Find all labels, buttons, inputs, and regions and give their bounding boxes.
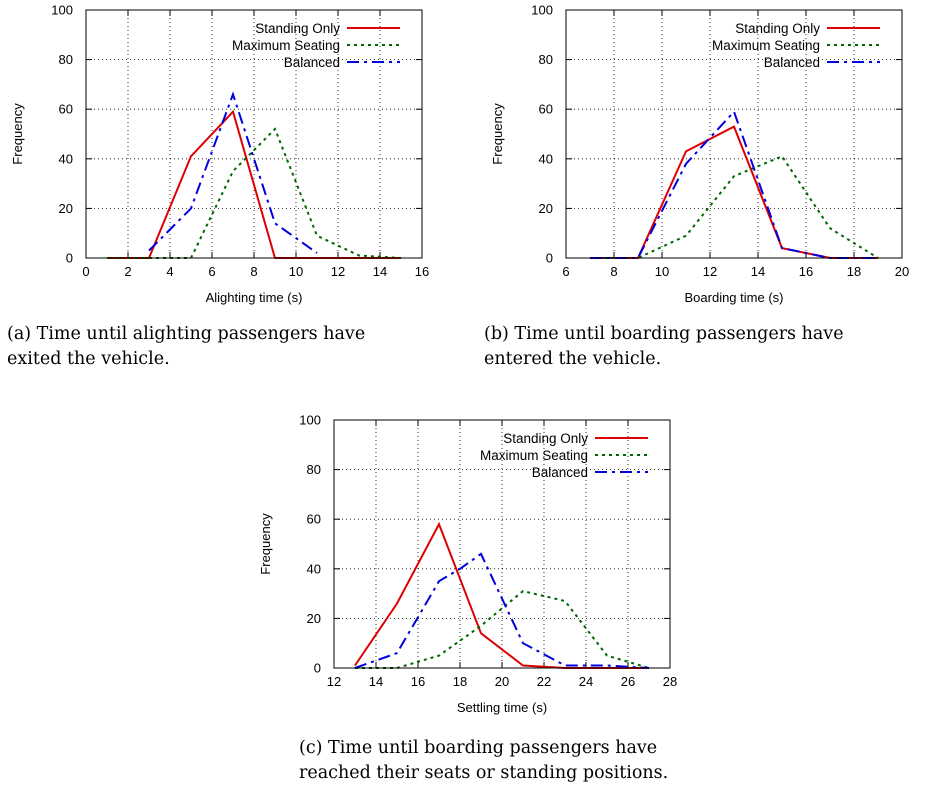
- legend-label-maximum-seating: Maximum Seating: [480, 448, 588, 463]
- x-tick-label: 16: [415, 264, 429, 279]
- x-axis-label: Boarding time (s): [685, 290, 784, 305]
- legend-label-standing-only: Standing Only: [503, 431, 588, 446]
- x-tick-label: 22: [537, 674, 551, 689]
- x-tick-label: 2: [124, 264, 131, 279]
- series-line-balanced: [590, 109, 878, 259]
- caption-b-line-1: (b) Time until boarding passengers have: [484, 324, 844, 344]
- y-tick-label: 80: [59, 52, 73, 67]
- x-tick-label: 6: [562, 264, 569, 279]
- y-tick-label: 80: [307, 462, 321, 477]
- y-tick-label: 40: [539, 151, 553, 166]
- y-axis-label: Frequency: [490, 103, 505, 165]
- caption-a-line-1: (a) Time until alighting passengers have: [7, 324, 366, 344]
- caption-c: (c) Time until boarding passengers have …: [299, 736, 668, 786]
- chart-panel-a: 0 2 4 6 8 10 12 14 16 0 20 40 60 80 100 Standing Only Ma…: [0, 0, 430, 385]
- y-tick-label: 20: [307, 611, 321, 626]
- y-tick-label: 0: [546, 251, 553, 266]
- chart-c-svg: 12 14 16 18 20 22 24 26 28 0 20 40 60 80 100 Standing O…: [258, 413, 677, 716]
- x-tick-label: 20: [495, 674, 509, 689]
- x-tick-label: 10: [655, 264, 669, 279]
- x-tick-label: 4: [166, 264, 173, 279]
- x-tick-label: 0: [82, 264, 89, 279]
- x-tick-label: 26: [621, 674, 635, 689]
- x-tick-label: 12: [703, 264, 717, 279]
- legend-label-balanced: Balanced: [764, 55, 820, 70]
- y-tick-label: 40: [307, 561, 321, 576]
- y-tick-label: 0: [66, 251, 73, 266]
- y-tick-label: 40: [59, 151, 73, 166]
- plot-frame: [565, 9, 903, 259]
- chart-a-svg: 0 2 4 6 8 10 12 14 16 0 20 40 60 80 100 Standing Only Ma…: [10, 3, 429, 306]
- y-tick-label: 20: [59, 201, 73, 216]
- x-tick-label: 14: [373, 264, 387, 279]
- y-axis-label: Frequency: [258, 513, 273, 575]
- x-tick-label: 28: [663, 674, 677, 689]
- legend-label-standing-only: Standing Only: [735, 21, 820, 36]
- chart-b-svg: 6 8 10 12 14 16 18 20 0 20 40 60 80 100 Standing Only M…: [490, 3, 909, 306]
- caption-c-line-2: reached their seats or standing position…: [299, 763, 669, 783]
- x-tick-label: 16: [411, 674, 425, 689]
- legend-label-balanced: Balanced: [532, 465, 588, 480]
- series-line-standing-only: [107, 109, 401, 259]
- x-tick-label: 12: [327, 674, 341, 689]
- legend-label-maximum-seating: Maximum Seating: [232, 38, 340, 53]
- y-axis-label: Frequency: [10, 103, 25, 165]
- x-tick-label: 14: [751, 264, 765, 279]
- plot-frame: [333, 419, 671, 669]
- series-line-standing-only: [590, 125, 878, 259]
- y-tick-label: 100: [531, 3, 553, 18]
- x-axis-label: Settling time (s): [457, 700, 547, 715]
- series-line-maximum-seating: [355, 590, 650, 669]
- x-tick-label: 8: [610, 264, 617, 279]
- chart-panel-b: 6 8 10 12 14 16 18 20 0 20 40 60 80 100 Standing Only M…: [480, 0, 928, 385]
- caption-b-line-2: entered the vehicle.: [484, 349, 662, 369]
- y-tick-label: 80: [539, 52, 553, 67]
- legend-label-balanced: Balanced: [284, 55, 340, 70]
- plot-frame: [85, 9, 423, 259]
- x-tick-label: 18: [847, 264, 861, 279]
- series-line-maximum-seating: [590, 155, 879, 259]
- x-tick-label: 14: [369, 674, 383, 689]
- caption-b: (b) Time until boarding passengers have …: [484, 322, 844, 372]
- x-tick-label: 16: [799, 264, 813, 279]
- y-tick-label: 60: [59, 102, 73, 117]
- chart-panel-c: 12 14 16 18 20 22 24 26 28 0 20 40 60 80 100 Standing O…: [248, 410, 678, 793]
- y-tick-label: 60: [307, 512, 321, 527]
- caption-a: (a) Time until alighting passengers have…: [7, 322, 365, 372]
- y-tick-label: 0: [314, 661, 321, 676]
- series-line-balanced: [148, 91, 318, 254]
- x-tick-label: 8: [250, 264, 257, 279]
- y-tick-label: 100: [299, 413, 321, 428]
- legend-label-standing-only: Standing Only: [255, 21, 340, 36]
- x-tick-label: 20: [895, 264, 909, 279]
- x-tick-label: 10: [289, 264, 303, 279]
- series-line-balanced: [354, 552, 650, 669]
- x-tick-label: 18: [453, 674, 467, 689]
- y-tick-label: 60: [539, 102, 553, 117]
- y-tick-label: 100: [51, 3, 73, 18]
- x-tick-label: 12: [331, 264, 345, 279]
- y-tick-label: 20: [539, 201, 553, 216]
- legend-label-maximum-seating: Maximum Seating: [712, 38, 820, 53]
- caption-a-line-2: exited the vehicle.: [7, 349, 170, 369]
- x-axis-label: Alighting time (s): [206, 290, 303, 305]
- x-tick-label: 6: [208, 264, 215, 279]
- caption-c-line-1: (c) Time until boarding passengers have: [299, 738, 658, 758]
- x-tick-label: 24: [579, 674, 593, 689]
